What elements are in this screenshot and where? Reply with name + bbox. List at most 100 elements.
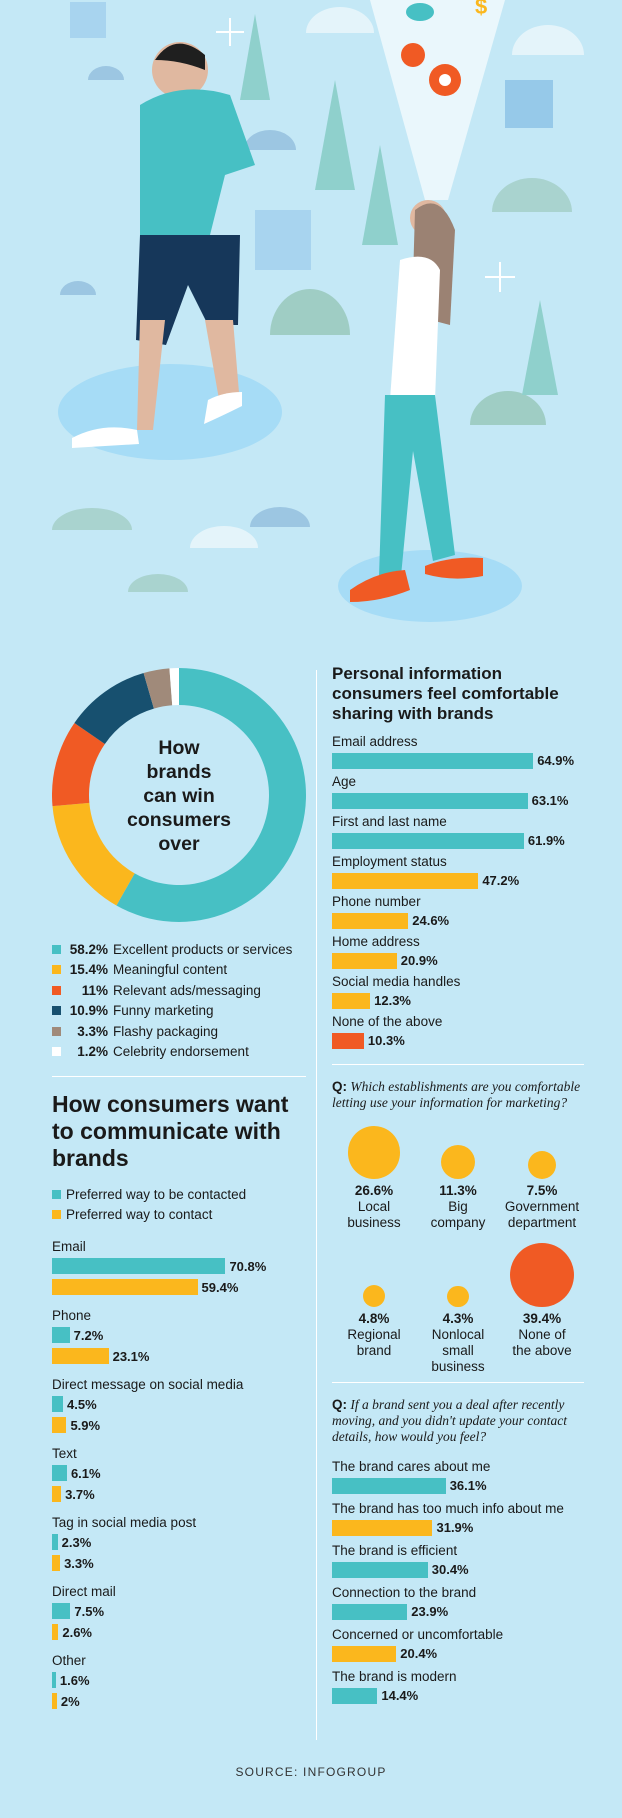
bar-line: 61.9% [332, 831, 584, 850]
bubble-circle [447, 1285, 469, 1307]
woman-figure [338, 200, 522, 622]
bubble-label: Government [504, 1199, 580, 1214]
bar-line: 2.3% [52, 1532, 306, 1552]
bubble-item: 11.3% Big company [416, 1123, 500, 1231]
bar-line: 2.6% [52, 1622, 306, 1642]
bar-value-label: 64.9% [537, 753, 575, 768]
legend-swatch [52, 1006, 61, 1016]
bar-value-label: 70.8% [229, 1258, 267, 1274]
bar [52, 1348, 109, 1364]
bar [332, 1687, 378, 1704]
bar [332, 752, 534, 769]
bar-line: 1.6% [52, 1670, 306, 1690]
bar [52, 1327, 70, 1343]
bar-line: 70.8% [52, 1256, 306, 1276]
establishments-question: Q: Which establishments are you comforta… [332, 1079, 584, 1111]
bar-row: Direct mail 7.5% 2.6% [52, 1584, 306, 1642]
question-prefix: Q: [332, 1079, 347, 1094]
bubble-holder [416, 1251, 500, 1307]
legend-swatch [52, 1026, 61, 1036]
bar-line: 20.9% [332, 951, 584, 970]
bubble-item: 4.8% Regional brand [332, 1251, 416, 1359]
bubble-item: 7.5% Government department [500, 1123, 584, 1231]
bar-value-label: 7.5% [74, 1603, 105, 1619]
bubble-item: 39.4% None of the above [500, 1243, 584, 1359]
legend-label: Celebrity endorsement [113, 1044, 249, 1060]
bubble-holder [332, 1123, 416, 1179]
legend-label: Flashy packaging [113, 1023, 219, 1039]
bar-category-label: Other [52, 1653, 86, 1668]
bar-line: 20.4% [332, 1644, 584, 1663]
establishments-bubble-chart: 26.6% Local business 11.3% Big company 7.5% Gov… [332, 1123, 584, 1374]
bar-value-label: 6.1% [70, 1465, 101, 1481]
bubble-circle [528, 1151, 556, 1179]
legend-item: Preferred way to contact [52, 1205, 306, 1226]
communicate-bar-chart: Email 70.8% 59.4% Phone 7.2% 23.1% Direct mess… [52, 1239, 306, 1711]
question-text: Which establishments are you comfortable… [332, 1079, 581, 1110]
donut-slice [116, 668, 306, 922]
bar-row: Concerned or uncomfortable 20.4% [332, 1627, 584, 1663]
bar-value-label: 30.4% [431, 1562, 469, 1577]
bar-value-label: 5.9% [70, 1417, 101, 1433]
bar-line: 12.3% [332, 991, 584, 1010]
bar [52, 1258, 226, 1274]
bar [332, 952, 397, 969]
deal-question: Q: If a brand sent you a deal after rece… [332, 1397, 584, 1445]
bar-category-label: None of the above [332, 1014, 443, 1029]
deal-bar-chart: The brand cares about me 36.1% The brand h… [332, 1459, 584, 1705]
background-trees [240, 14, 558, 395]
legend-item: 3.3% Flashy packaging [52, 1021, 306, 1042]
bar [332, 1032, 364, 1049]
legend-value: 11% [81, 982, 108, 998]
bar-line: 3.7% [52, 1484, 306, 1504]
bubble-label: Regional [347, 1327, 401, 1342]
bar-line: 10.3% [332, 1031, 584, 1050]
bubble-label: Nonlocal [431, 1327, 485, 1342]
bubble-label: small [442, 1343, 474, 1358]
donut-slice [169, 668, 179, 706]
bubble-label: the above [512, 1343, 572, 1358]
bar-value-label: 2% [60, 1693, 80, 1709]
bubble-value: 7.5% [526, 1183, 558, 1198]
donut-slice [143, 668, 173, 709]
legend-label: Preferred way to be contacted [66, 1186, 247, 1202]
left-divider [52, 1076, 306, 1077]
bar-value-label: 3.3% [64, 1555, 94, 1571]
communicate-title: How consumers want to communicate with b… [52, 1091, 289, 1171]
legend-label: Preferred way to contact [66, 1207, 213, 1223]
bar-line: 14.4% [332, 1686, 584, 1705]
donut-title-line: How [158, 737, 200, 759]
man-figure [58, 42, 282, 460]
donut-title-line: brands [146, 761, 211, 783]
bubble-label: Big [448, 1199, 468, 1214]
personal-bar-chart: Email address 64.9% Age 63.1% First and last… [332, 734, 584, 1050]
bubble-circle [510, 1243, 574, 1307]
bubble-holder [500, 1243, 584, 1307]
bar-row: Phone number 24.6% [332, 894, 584, 930]
bubble-label: brand [356, 1343, 392, 1358]
bar-value-label: 47.2% [482, 873, 520, 888]
bar-line: 3.3% [52, 1553, 306, 1573]
legend-swatch [52, 944, 61, 954]
bar-category-label: Text [52, 1446, 77, 1461]
legend-swatch [52, 965, 61, 975]
left-column: How brands can win consumers over 58.2% Excel… [52, 660, 306, 1722]
bar-value-label: 24.6% [412, 913, 450, 928]
legend-label: Meaningful content [113, 962, 228, 978]
bubble-holder [416, 1123, 500, 1179]
legend-value: 58.2% [69, 941, 108, 957]
question-text: If a brand sent you a deal after recentl… [332, 1397, 567, 1444]
bar-category-label: Phone [52, 1308, 92, 1323]
bar-row: Phone 7.2% 23.1% [52, 1308, 306, 1366]
bubble-label: Local [357, 1199, 391, 1214]
bar [52, 1417, 67, 1433]
bar-line: 31.9% [332, 1518, 584, 1537]
bubble-label: business [431, 1359, 485, 1374]
bar-category-label: Phone number [332, 894, 421, 909]
bar-row: The brand is efficient 30.4% [332, 1543, 584, 1579]
legend-value: 10.9% [69, 1003, 108, 1019]
bar [332, 1603, 408, 1620]
bar-line: 64.9% [332, 751, 584, 770]
legend-item: 11% Relevant ads/messaging [52, 980, 306, 1001]
bar [332, 1561, 428, 1578]
